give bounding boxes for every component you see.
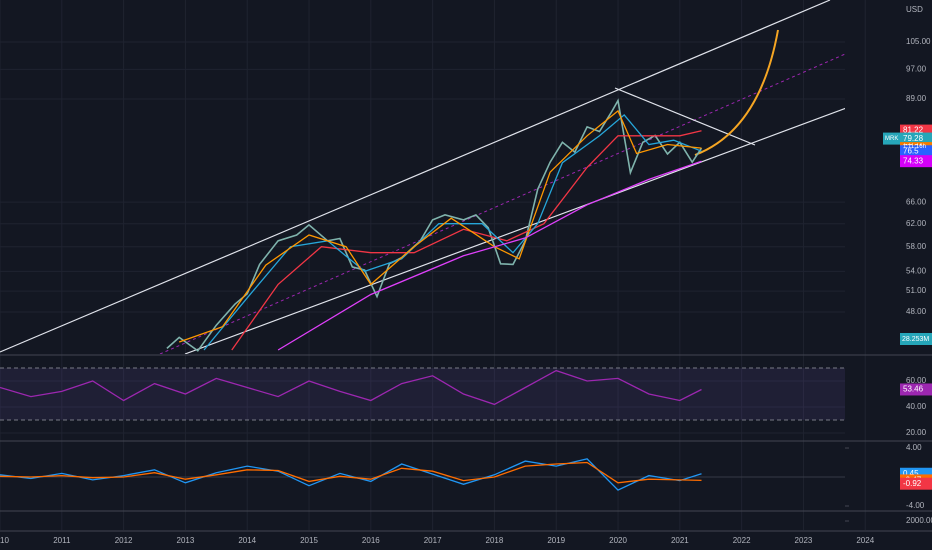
y-tick-label: 66.00 bbox=[906, 197, 927, 206]
x-tick-label: 2018 bbox=[486, 536, 504, 545]
y-tick-label: 51.00 bbox=[906, 286, 927, 295]
y-tick-label: 58.00 bbox=[906, 242, 927, 251]
series-line bbox=[203, 113, 702, 351]
x-tick-label: 2024 bbox=[856, 536, 874, 545]
y-tick-label: 48.00 bbox=[906, 307, 927, 316]
currency-label: USD bbox=[906, 5, 923, 14]
x-tick-label: 2015 bbox=[300, 536, 318, 545]
x-tick-label: 2022 bbox=[733, 536, 751, 545]
series-line bbox=[0, 369, 702, 406]
y-tick-label: 97.00 bbox=[906, 64, 927, 73]
symbol-tag-box bbox=[883, 132, 900, 145]
price-label: 76.5 bbox=[903, 146, 919, 155]
price-label-box bbox=[900, 383, 932, 396]
y-tick-label: 40.00 bbox=[906, 402, 927, 411]
price-label: -0.92 bbox=[903, 479, 922, 488]
x-tick-label: 2013 bbox=[177, 536, 195, 545]
volume-label-box bbox=[900, 333, 932, 345]
channel-mid bbox=[159, 53, 845, 354]
series-line bbox=[277, 160, 702, 351]
x-tick-label: 2011 bbox=[53, 536, 71, 545]
series-line bbox=[166, 98, 703, 352]
y-tick-label: 20.00 bbox=[906, 428, 927, 437]
volume-label: 28.253M bbox=[902, 336, 929, 343]
countdown: 1:11:16h bbox=[903, 144, 926, 150]
series-line bbox=[178, 109, 702, 343]
y-tick-label: 4.00 bbox=[906, 443, 922, 452]
x-tick-label: 2016 bbox=[362, 536, 380, 545]
price-label: 81.22 bbox=[903, 126, 924, 135]
price-label: 0.45 bbox=[903, 469, 919, 478]
x-tick-label: 2014 bbox=[238, 536, 256, 545]
x-tick-label: 2020 bbox=[609, 536, 627, 545]
projection-curve bbox=[694, 29, 779, 156]
price-label: 74.33 bbox=[903, 156, 924, 165]
price-label-box bbox=[900, 132, 932, 145]
channel-upper bbox=[0, 0, 831, 353]
y-tick-label: 2000.00 bbox=[906, 516, 932, 525]
x-tick-label: 2023 bbox=[795, 536, 813, 545]
x-tick-label: 2010 bbox=[0, 536, 9, 545]
x-tick-label: 2017 bbox=[424, 536, 442, 545]
y-tick-label: -4.00 bbox=[906, 501, 925, 510]
x-tick-label: 2019 bbox=[547, 536, 565, 545]
rsi-band-fill bbox=[0, 367, 845, 420]
grid bbox=[0, 0, 866, 530]
trend-line bbox=[614, 87, 756, 146]
y-tick-label: 105.00 bbox=[906, 37, 931, 46]
y-tick-label: 62.00 bbox=[906, 219, 927, 228]
y-tick-label: 60.00 bbox=[906, 376, 927, 385]
price-label-box bbox=[900, 477, 932, 490]
x-tick-label: 2012 bbox=[115, 536, 133, 545]
channel-lower bbox=[184, 107, 845, 354]
series-line bbox=[231, 130, 702, 351]
symbol-tag: MRK bbox=[885, 136, 898, 142]
price-label: 53.46 bbox=[903, 385, 924, 394]
y-tick-label: 54.00 bbox=[906, 267, 927, 276]
price-label-box bbox=[900, 155, 932, 168]
y-tick-label: 89.00 bbox=[906, 94, 927, 103]
x-tick-label: 2021 bbox=[671, 536, 689, 545]
drawings bbox=[0, 0, 845, 354]
series-line bbox=[0, 461, 702, 484]
price-label-box bbox=[900, 145, 932, 158]
price-label: 79.28 bbox=[903, 134, 924, 143]
